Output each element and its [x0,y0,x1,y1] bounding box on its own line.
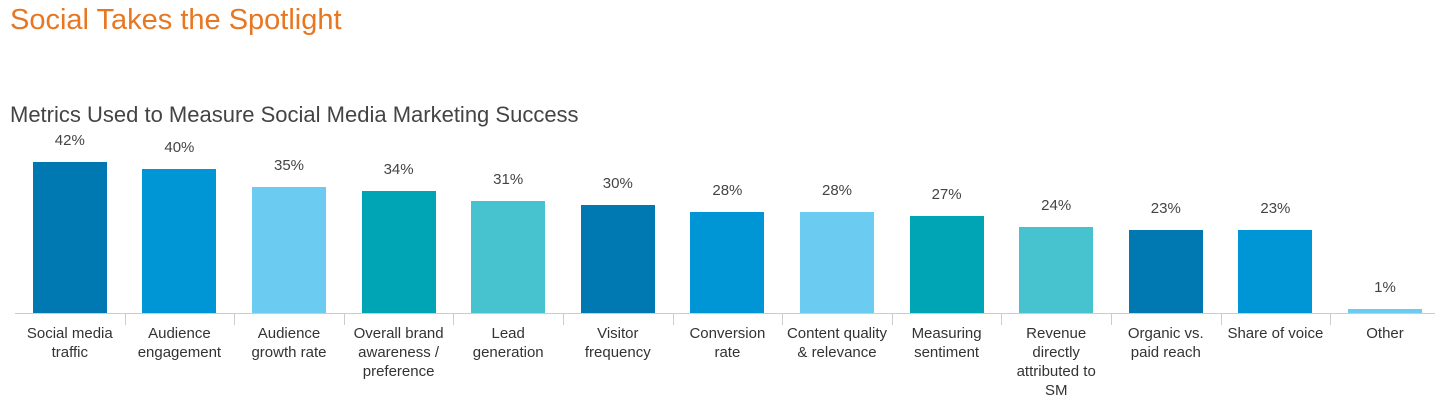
x-tick-label: Lead generation [472,325,544,361]
chart-title: Social Takes the Spotlight [10,4,342,36]
tick-separator [234,313,236,325]
x-tick-label: Visitor frequency [584,325,651,361]
tick-separator [453,313,455,325]
x-tick-label: Overall brand awareness / preference [353,325,444,380]
tick-separator [1001,313,1003,325]
value-label: 40% [164,139,195,156]
value-label: 1% [1374,279,1396,297]
x-tick-label: Share of voice [1227,325,1324,342]
value-label: 24% [1041,196,1072,214]
value-label: 42% [54,131,85,149]
x-tick-label: Audience engagement [137,325,222,361]
value-label: 28% [712,182,743,200]
bar [1238,230,1313,313]
value-label: 23% [1260,200,1291,218]
bar [1128,230,1203,313]
x-tick-label: Measuring sentiment [911,325,982,361]
value-label: 31% [493,171,524,189]
bar [690,212,765,313]
bar [32,161,107,313]
tick-separator [782,313,784,325]
bar [1019,226,1094,313]
tick-separator [1220,313,1222,325]
x-tick-label: Audience growth rate [251,325,327,361]
tick-separator [672,313,674,325]
value-label: 34% [383,160,414,178]
tick-separator [891,313,893,325]
value-label: 35% [273,157,305,174]
bar [361,190,436,313]
x-tick-label: Organic vs. paid reach [1127,325,1204,361]
value-label: 23% [1150,200,1181,218]
x-axis [15,313,1435,314]
bar [471,201,546,313]
bar [252,187,326,313]
bar [909,215,984,313]
tick-separator [1111,313,1112,325]
x-tick-label: Social media traffic [26,325,113,361]
bar [1348,309,1422,313]
x-tick-label: Other [1366,325,1404,342]
x-tick-label: Conversion rate [689,325,766,361]
x-tick-label: Content quality & relevance [786,325,888,361]
value-label: 28% [821,182,853,200]
bar [800,212,874,313]
bar [580,205,655,313]
chart-subtitle: Metrics Used to Measure Social Media Mar… [10,102,579,127]
bar [142,169,217,313]
value-label: 27% [931,185,962,203]
tick-separator [124,313,126,325]
tick-separator [1330,313,1332,325]
value-label: 30% [602,175,633,192]
x-tick-label: Revenue directly attributed to SM [1016,325,1096,399]
tick-separator [343,313,345,325]
tick-separator [563,313,564,325]
